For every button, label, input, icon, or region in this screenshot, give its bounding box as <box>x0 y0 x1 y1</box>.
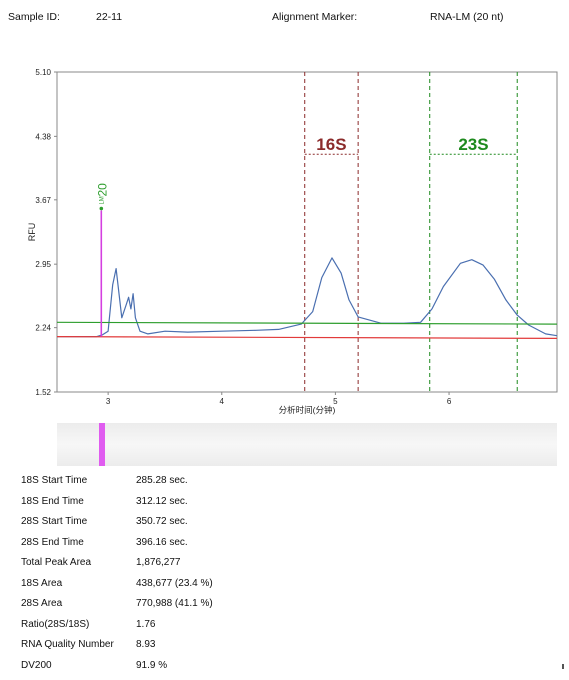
y-axis-label: RFU <box>27 223 37 242</box>
stat-label: 28S Start Time <box>21 516 88 527</box>
y-tick-label: 5.10 <box>35 68 51 77</box>
region-label: 16S <box>316 135 346 154</box>
series-line <box>57 257 558 338</box>
series-line <box>56 336 558 339</box>
x-axis-ticks: 3 4 5 6 <box>106 392 452 406</box>
stat-value: 1,876,277 <box>136 557 181 568</box>
stat-value: 285.28 sec. <box>136 475 188 486</box>
marker-label: 20 <box>95 183 109 197</box>
x-tick-label: 4 <box>220 397 225 406</box>
alignment-marker-value: RNA-LM (20 nt) <box>430 11 504 23</box>
stat-value: 350.72 sec. <box>136 516 188 527</box>
plot-area <box>56 71 558 393</box>
series-lines <box>56 210 558 339</box>
series-line <box>56 321 558 325</box>
stat-value: 438,677 (23.4 %) <box>136 577 213 589</box>
sample-id-label: Sample ID: <box>8 11 60 23</box>
x-tick-label: 3 <box>106 397 111 406</box>
y-axis-ticks: 1.52 2.24 2.95 3.67 4.38 5.10 <box>35 68 57 397</box>
corner-mark <box>562 664 564 669</box>
x-tick-label: 5 <box>333 397 338 406</box>
stat-label: Total Peak Area <box>21 557 92 568</box>
stat-label: 18S End Time <box>21 495 84 507</box>
stat-label: Ratio(28S/18S) <box>21 618 90 630</box>
electropherogram-chart: 1.52 2.24 2.95 3.67 4.38 5.10 3 4 5 6 16S 23S LM2… <box>27 68 558 415</box>
stat-value: 1.76 <box>136 618 156 630</box>
stat-label: 28S Area <box>21 598 63 609</box>
gel-lane-image <box>57 423 557 466</box>
x-axis-label: 分析时间(分钟) <box>279 405 336 415</box>
stat-value: 312.12 sec. <box>136 495 188 507</box>
stat-label: DV200 <box>21 659 52 671</box>
stat-value: 8.93 <box>136 639 156 650</box>
stat-label: 18S Area <box>21 577 63 589</box>
stat-value: 770,988 (41.1 %) <box>136 598 213 609</box>
stat-label: RNA Quality Number <box>21 639 114 650</box>
marker-sub-label: LM <box>99 196 105 204</box>
stat-value: 91.9 % <box>136 659 168 671</box>
stat-value: 396.16 sec. <box>136 536 188 548</box>
region-label: 23S <box>458 135 488 154</box>
alignment-marker-label: Alignment Marker: <box>272 11 358 23</box>
y-tick-label: 1.52 <box>35 388 51 397</box>
stat-label: 18S Start Time <box>21 475 88 486</box>
y-tick-label: 3.67 <box>35 196 51 205</box>
marker-band <box>99 423 105 466</box>
x-tick-label: 6 <box>447 397 452 406</box>
sample-id-value: 22-11 <box>96 11 123 23</box>
y-tick-label: 4.38 <box>35 132 51 141</box>
y-tick-label: 2.95 <box>35 260 51 269</box>
stat-label: 28S End Time <box>21 536 84 548</box>
marker-dot <box>99 206 104 211</box>
y-tick-label: 2.24 <box>35 324 51 333</box>
